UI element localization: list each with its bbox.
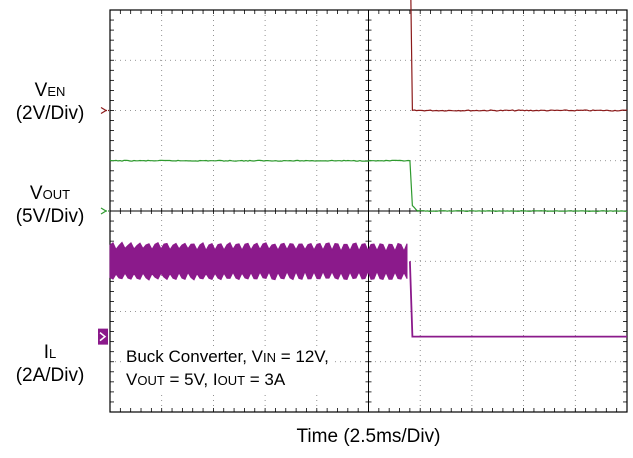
annotation-line1: Buck Converter, VIN = 12V, <box>126 347 329 366</box>
ch2-ground-marker <box>100 207 108 215</box>
annotation: Buck Converter, VIN = 12V, VOUT = 5V, IO… <box>124 346 331 392</box>
annotation-line2: VOUT = 5V, IOUT = 3A <box>126 370 286 389</box>
ch3-ripple-band <box>109 241 408 281</box>
ch3-ground-marker <box>98 328 108 345</box>
ch1-scale: (2V/Div) <box>15 103 85 124</box>
ch1-name: VEN <box>34 80 66 101</box>
ch2-scale: (5V/Div) <box>15 206 85 227</box>
ch3-label: IL (2A/Div) <box>0 342 100 387</box>
ch3-ground-marker-arrow <box>99 332 107 342</box>
ch2-label: VOUT (5V/Div) <box>0 183 100 228</box>
ch3-trace <box>409 261 627 338</box>
ch3-name: IL <box>43 342 57 363</box>
ch2-name: VOUT <box>29 183 71 204</box>
ch1-trace <box>410 0 628 112</box>
x-axis-label: Time (2.5ms/Div) <box>296 426 441 447</box>
ch1-label: VEN (2V/Div) <box>0 80 100 125</box>
ch1-ground-marker <box>100 106 108 115</box>
ch2-trace <box>109 159 627 213</box>
ch3-scale: (2A/Div) <box>15 365 85 386</box>
